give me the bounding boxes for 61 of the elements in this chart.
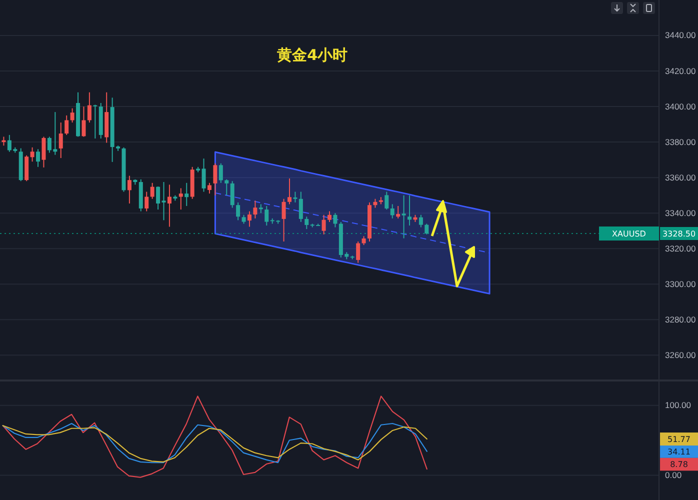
candlestick: [247, 210, 252, 228]
candlestick: [178, 188, 183, 210]
candlestick: [58, 122, 63, 159]
y-tick-label: 0.00: [665, 470, 682, 480]
candlestick: [150, 182, 154, 200]
y-tick-label: 3300.00: [665, 278, 696, 289]
candlestick: [408, 194, 412, 226]
y-tick-label: 3360.00: [665, 172, 696, 182]
candlestick: [282, 198, 286, 242]
candlestick: [356, 240, 360, 264]
y-tick-label: 3260.00: [665, 350, 696, 360]
y-tick-label: 3420.00: [665, 66, 696, 76]
candlestick: [304, 216, 309, 230]
candlestick: [396, 205, 400, 219]
candlestick: [70, 108, 74, 124]
candlestick: [127, 175, 132, 204]
ref-line-label: XAUUSD: [612, 230, 646, 239]
candlestick: [418, 214, 423, 228]
candlestick: [167, 184, 172, 228]
text: 黄金4小时: [276, 46, 348, 64]
y-tick-label: 3380.00: [665, 136, 696, 147]
candlestick: [287, 178, 292, 205]
candlestick: [328, 210, 332, 222]
candlestick: [236, 202, 240, 221]
candlestick: [402, 194, 406, 239]
candlestick: [30, 146, 34, 162]
candlestick: [202, 158, 206, 192]
candlestick: [230, 180, 234, 208]
annotation: 3328.50: [662, 230, 696, 239]
text: 51.77: [668, 435, 690, 444]
candlestick: [384, 191, 389, 210]
line-series: [2, 396, 428, 478]
candlestick: [333, 212, 338, 228]
y-tick-label: 3340.00: [665, 208, 696, 218]
candlestick: [64, 114, 69, 136]
y-tick-label: 3280.00: [665, 314, 696, 324]
candlestick: [42, 136, 46, 168]
y-tick-label: 3400.00: [665, 101, 696, 112]
candlestick: [144, 191, 149, 212]
y-tick-label: 100.00: [665, 400, 692, 410]
candlestick: [322, 214, 326, 235]
candlestick: [298, 191, 303, 222]
candlestick: [87, 92, 92, 124]
candlestick: [218, 162, 223, 184]
y-tick-label: 3320.00: [665, 243, 696, 254]
candlestick: [424, 223, 429, 235]
candlestick: [36, 148, 40, 168]
candlestick: [207, 182, 212, 194]
candlestick: [253, 200, 258, 219]
text: 34.11: [668, 447, 690, 456]
candlestick: [264, 205, 269, 226]
candlestick: [293, 191, 298, 203]
candlestick: [224, 178, 229, 196]
candlestick: [390, 204, 394, 219]
candlestick: [93, 104, 98, 140]
candlestick: [82, 106, 86, 138]
y-tick-label: 3440.00: [665, 30, 696, 40]
text: 8.78: [670, 460, 688, 470]
candlestick: [213, 162, 218, 196]
candlestick: [24, 154, 29, 182]
candlestick: [184, 182, 189, 206]
